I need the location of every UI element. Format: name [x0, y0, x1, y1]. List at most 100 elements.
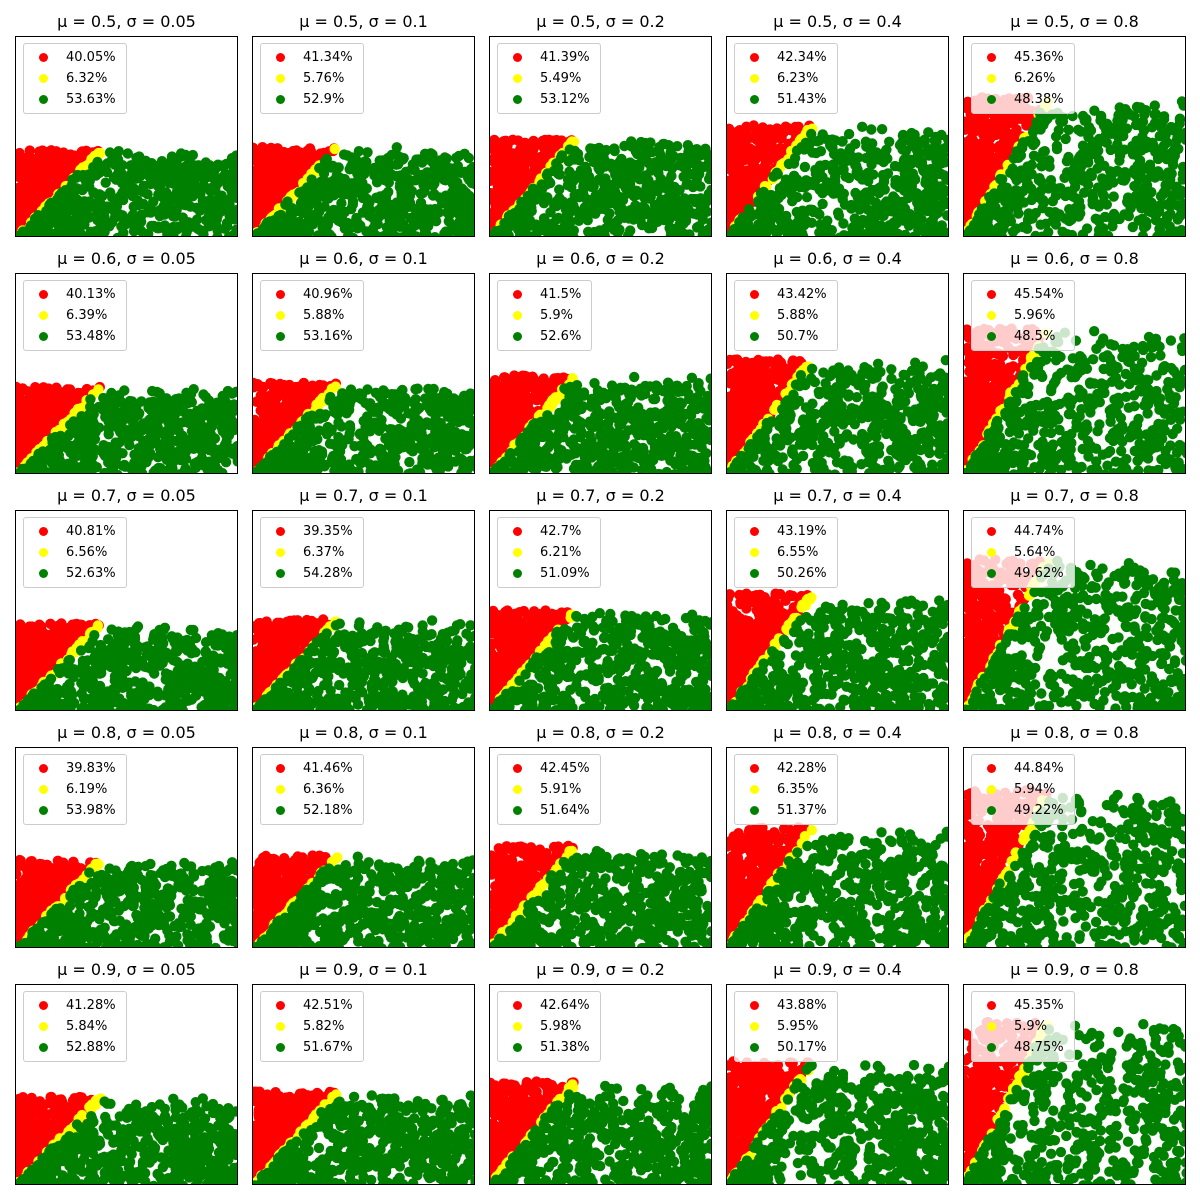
scatter-point-red [285, 165, 295, 175]
scatter-point-green [616, 154, 626, 164]
legend-marker [750, 74, 759, 83]
scatter-point-green [357, 178, 367, 188]
scatter-point-green [634, 162, 644, 172]
scatter-point-green [1074, 196, 1084, 206]
scatter-point-green [411, 205, 421, 215]
scatter-point-green [603, 215, 613, 225]
scatter-point-green [154, 205, 164, 215]
scatter-point-green [857, 122, 867, 132]
legend-entry: 48.38% [980, 89, 1064, 110]
scatter-point-red [766, 129, 776, 139]
scatter-point-green [852, 167, 862, 177]
scatter-point-green [377, 165, 387, 175]
scatter-point-green [925, 174, 935, 184]
scatter-point-green [1044, 155, 1054, 165]
legend-marker [513, 74, 522, 83]
legend-entry: 5.49% [506, 68, 590, 89]
scatter-point-green [931, 141, 941, 151]
scatter-point-green [400, 173, 410, 183]
scatter-point-red [65, 162, 75, 172]
scatter-point-green [81, 171, 91, 181]
scatter-point-green [1099, 161, 1109, 171]
scatter-point-green [1172, 200, 1182, 210]
scatter-point-red [18, 177, 28, 187]
scatter-point-green [925, 225, 935, 235]
scatter-point-green [619, 141, 629, 151]
scatter-point-green [391, 171, 401, 181]
scatter-point-green [564, 167, 574, 177]
scatter-point-red [758, 122, 768, 132]
scatter-point-green [560, 221, 570, 231]
scatter-point-green [1029, 125, 1039, 135]
scatter-point-green [434, 207, 444, 217]
scatter-point-green [96, 199, 106, 209]
legend-entry: 53.63% [32, 89, 116, 110]
scatter-point-green [1154, 119, 1164, 129]
legend-label: 41.34% [303, 47, 353, 68]
scatter-point-green [311, 209, 321, 219]
scatter-point-green [79, 196, 89, 206]
scatter-point-green [1177, 96, 1186, 106]
scatter-point-red [502, 155, 512, 165]
scatter-point-green [368, 223, 378, 233]
scatter-point-green [871, 147, 881, 157]
scatter-point-green [174, 193, 184, 203]
scatter-point-green [204, 221, 214, 231]
scatter-point-green [1000, 196, 1010, 206]
scatter-point-green [1082, 223, 1092, 233]
scatter-point-red [45, 174, 55, 184]
scatter-point-green [544, 176, 554, 186]
scatter-point-green [886, 206, 896, 216]
scatter-point-green [646, 165, 656, 175]
scatter-point-green [392, 151, 402, 161]
scatter-point-green [464, 204, 474, 214]
legend-marker [750, 53, 759, 62]
scatter-point-green [580, 163, 590, 173]
scatter-point-green [439, 195, 449, 205]
scatter-point-green [1083, 171, 1093, 181]
scatter-point-green [372, 177, 382, 187]
scatter-point-green [344, 182, 354, 192]
scatter-point-green [1061, 134, 1071, 144]
scatter-point-red [256, 178, 266, 188]
plot-area: 45.36% 6.26% 48.38% [963, 36, 1186, 237]
scatter-point-green [125, 179, 135, 189]
scatter-point-green [343, 218, 353, 228]
scatter-point-green [1139, 110, 1149, 120]
scatter-point-green [93, 161, 103, 171]
scatter-point-green [333, 215, 343, 225]
scatter-point-green [1028, 140, 1038, 150]
scatter-point-red [976, 175, 986, 185]
scatter-point-green [294, 217, 304, 227]
scatter-point-green [440, 157, 450, 167]
scatter-point-green [606, 181, 616, 191]
legend-entry: 52.9% [269, 89, 353, 110]
scatter-point-green [1078, 141, 1088, 151]
subplot: μ = 0.5, σ = 0.2 41.39% 5.49% 53.12% [489, 10, 712, 237]
scatter-point-green [1134, 215, 1144, 225]
scatter-point-red [513, 135, 523, 145]
scatter-point-green [139, 181, 149, 191]
scatter-point-red [20, 160, 30, 170]
legend-label: 42.34% [777, 47, 827, 68]
scatter-point-green [1073, 125, 1083, 135]
legend-entry: 40.05% [32, 47, 116, 68]
scatter-point-green [801, 138, 811, 148]
scatter-point-green [434, 169, 444, 179]
scatter-point-green [1059, 173, 1069, 183]
scatter-point-red [734, 162, 744, 172]
scatter-point-green [181, 172, 191, 182]
scatter-point-red [969, 127, 979, 137]
scatter-point-green [618, 163, 628, 173]
scatter-point-red [741, 136, 751, 146]
scatter-point-green [188, 219, 198, 229]
scatter-point-green [385, 206, 395, 216]
legend-label: 45.36% [1014, 47, 1064, 68]
scatter-point-green [448, 167, 458, 177]
scatter-point-green [549, 200, 559, 210]
legend-marker [750, 95, 759, 104]
scatter-point-green [54, 201, 64, 211]
legend: 45.36% 6.26% 48.38% [971, 43, 1075, 114]
scatter-point-green [1046, 181, 1056, 191]
scatter-point-green [583, 227, 593, 237]
